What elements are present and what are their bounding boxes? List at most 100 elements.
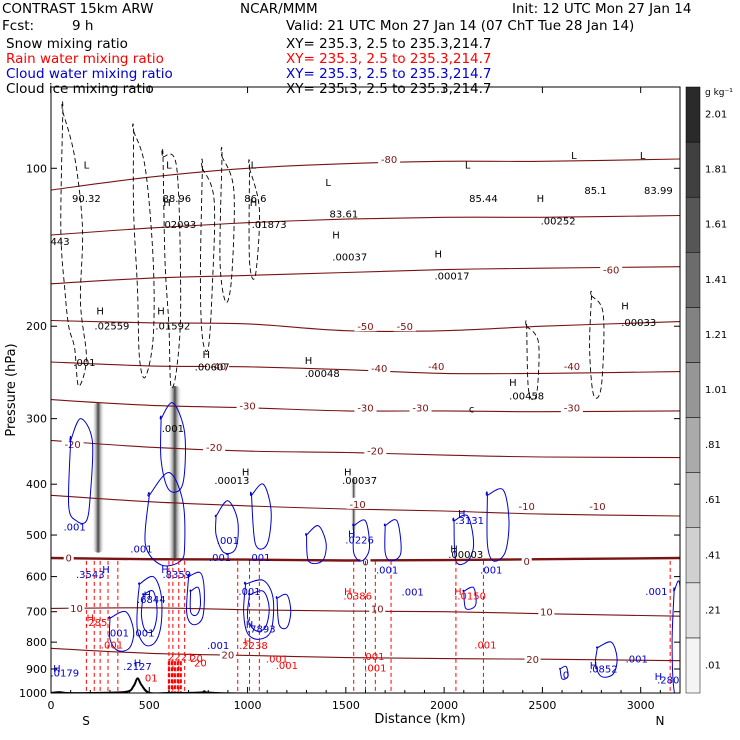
cloud-water-contour xyxy=(383,519,402,562)
contour-annotation: .00013 xyxy=(214,476,249,487)
x-tick-label: 2500 xyxy=(528,699,556,712)
contour-annotation: .001 xyxy=(248,553,270,564)
field-cloud-water-xy: XY= 235.3, 2.5 to 235.3,214.7 xyxy=(286,66,492,82)
contour-annotation: L xyxy=(571,151,577,162)
cloud-water-contour xyxy=(485,488,510,562)
isotherm-label: -50 xyxy=(357,322,373,333)
contour-annotation: L xyxy=(640,151,646,162)
colorbar-swatch-0 xyxy=(685,637,701,694)
cloud-water-contour xyxy=(305,525,327,565)
contour-annotation: .0852 xyxy=(589,665,618,676)
contour-annotation: .001 xyxy=(645,587,667,598)
field-rain-name: Rain water mixing ratio xyxy=(6,51,164,67)
colorbar-unit: g kg⁻¹ xyxy=(705,88,733,98)
y-tick-label: 100 xyxy=(26,162,47,175)
isotherm-label: -20 xyxy=(206,443,222,454)
contour-annotation: L xyxy=(465,160,471,171)
isotherm-label-bg xyxy=(378,152,401,164)
colorbar-swatch-1 xyxy=(685,582,701,639)
contour-annotation: .7893 xyxy=(247,624,276,635)
colorbar-level-label: 2.01 xyxy=(705,110,727,121)
isotherm-label-bg xyxy=(346,497,369,509)
contour-annotation: H xyxy=(344,467,352,478)
contour-annotation: .001 xyxy=(130,545,152,556)
cloud-ice-contour xyxy=(132,123,155,379)
contour-annotation: 0 xyxy=(563,670,569,681)
contour-annotation: .001 xyxy=(626,655,648,666)
cloud-water-contour xyxy=(559,665,569,680)
colorbar-swatch-4 xyxy=(685,417,701,473)
center-name: NCAR/MMM xyxy=(240,1,318,17)
isotherm-label: -40 xyxy=(564,362,580,373)
contour-annotation: .001 xyxy=(402,588,424,599)
contour-annotation: H xyxy=(250,198,258,209)
contour-annotation: .001 xyxy=(162,424,184,435)
contour-annotation: H xyxy=(244,637,252,648)
colorbar-swatch-5 xyxy=(685,362,701,418)
contour-annotation: .3131 xyxy=(455,516,484,527)
contour-annotation: H xyxy=(509,378,517,389)
contour-annotation: .0150 xyxy=(457,592,486,603)
contour-annotation: .0179 xyxy=(50,668,79,679)
cloud-water-contour xyxy=(108,610,135,652)
isotherm-label: -40 xyxy=(210,362,226,373)
contour-annotation: 20 xyxy=(194,658,207,669)
isotherm-label: 10 xyxy=(371,604,384,615)
rain-layer xyxy=(85,560,671,693)
contour-annotation: H xyxy=(87,613,95,624)
contour-annotation: .001 xyxy=(362,652,384,663)
contour-annotation: 83.61 xyxy=(330,209,359,220)
contour-annotation: 85.44 xyxy=(469,194,498,205)
isotherm-label-bg xyxy=(515,499,538,511)
cloud-water-contour xyxy=(452,514,475,566)
contour-annotation: .00037 xyxy=(342,476,377,487)
contour-annotation: .001 xyxy=(73,358,95,369)
isotherm-label-bg xyxy=(203,441,226,453)
cloud-water-contour xyxy=(671,580,680,693)
isotherm--60 xyxy=(51,266,680,285)
model-name: CONTRAST 15km ARW xyxy=(2,1,154,17)
contour-annotation: .01873 xyxy=(252,220,287,231)
isotherm-label-bg xyxy=(207,359,230,371)
isotherm-label-bg xyxy=(219,648,236,660)
contour-annotation: .001 xyxy=(238,587,260,598)
contour-annotation: .001 xyxy=(101,641,123,652)
cloud-ice-contour xyxy=(199,158,216,352)
contour-annotation: .3543 xyxy=(76,570,105,581)
isotherm-label: -80 xyxy=(381,155,397,166)
isotherm-0 xyxy=(51,556,680,562)
y-tick-label: 700 xyxy=(26,606,47,619)
isotherm-label: 0 xyxy=(523,557,529,568)
snow-column-0 xyxy=(91,402,105,553)
contour-annotation: L xyxy=(251,160,257,171)
colorbar-level-label: .41 xyxy=(705,550,721,561)
y-tick-label: 300 xyxy=(26,413,47,426)
contour-annotation: 88.96 xyxy=(162,194,191,205)
isotherm-label: -40 xyxy=(428,362,444,373)
y-tick-label: 900 xyxy=(26,663,47,676)
snow-shading-layer xyxy=(91,386,357,561)
contour-annotation: 86.6 xyxy=(244,194,266,205)
isotherm-label: -10 xyxy=(519,502,535,513)
isotherm-label-bg xyxy=(600,263,623,275)
colorbar-level-label: .01 xyxy=(705,660,721,671)
isotherm-label-bg xyxy=(354,401,377,413)
cloud-water-contour xyxy=(594,641,618,678)
contour-annotation: .001 xyxy=(217,536,239,547)
colorbar-swatch-7 xyxy=(685,252,701,308)
contour-annotation: H xyxy=(242,467,250,478)
cloud-water-contour xyxy=(159,402,186,493)
cloud-ice-layer xyxy=(60,100,605,401)
isotherm-label: -10 xyxy=(589,502,605,513)
cloud-water-layer xyxy=(67,402,680,693)
isotherm-label: -40 xyxy=(371,364,387,375)
isotherm-label-bg xyxy=(425,359,448,371)
isotherm-20 xyxy=(51,647,680,662)
contour-annotation: H xyxy=(161,565,169,576)
contour-annotation: .001 xyxy=(63,522,85,533)
contour-annotation: 01 xyxy=(145,673,158,684)
y-tick-label: 800 xyxy=(26,636,47,649)
cloud-ice-contour xyxy=(60,100,87,387)
contour-annotation: H xyxy=(157,307,165,318)
